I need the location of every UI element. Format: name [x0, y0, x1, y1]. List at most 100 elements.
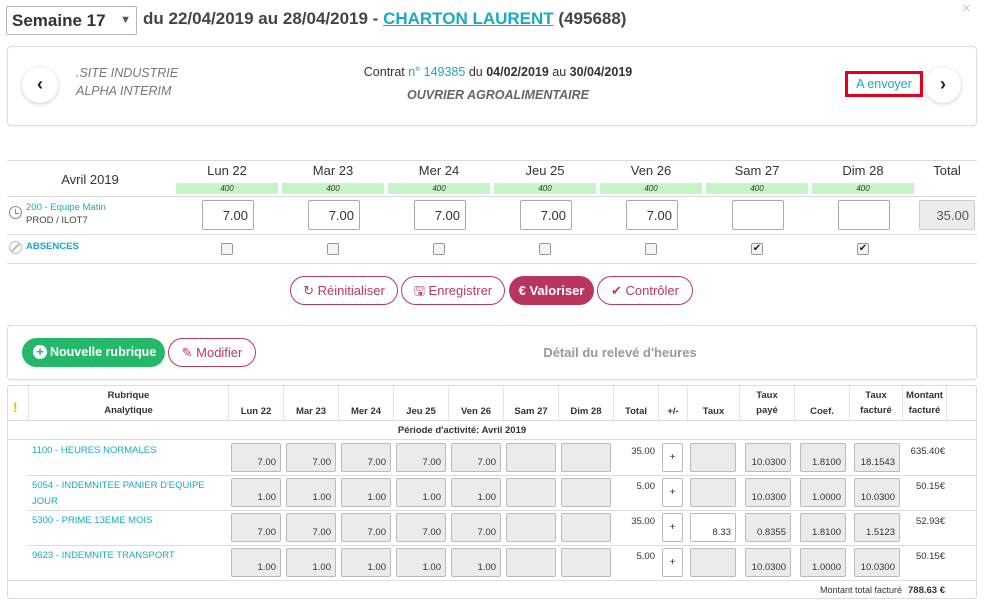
- day-capacity-bar: 400: [282, 183, 384, 194]
- detail-day-cell[interactable]: 7.00: [341, 513, 391, 542]
- day-header: Sam 27: [734, 163, 780, 178]
- detail-day-cell[interactable]: [506, 513, 556, 542]
- col-analytique-label: Analytique: [104, 405, 153, 416]
- plus-minus-button[interactable]: +: [662, 548, 683, 577]
- detail-day-cell[interactable]: 7.00: [341, 443, 391, 472]
- next-contract-button[interactable]: ›: [925, 67, 961, 103]
- rubric-link[interactable]: 1100 - HEURES NORMALES: [32, 445, 157, 456]
- send-status-link[interactable]: A envoyer: [845, 71, 923, 97]
- day-header: Lun 22: [207, 163, 247, 178]
- absence-checkbox-ven[interactable]: [645, 243, 657, 255]
- hours-input-sam[interactable]: [732, 200, 784, 230]
- warning-icon: !: [13, 399, 18, 415]
- detail-day-cell[interactable]: [506, 443, 556, 472]
- detail-day-cell[interactable]: 7.00: [231, 443, 281, 472]
- col-sep: [338, 386, 339, 420]
- detail-taux[interactable]: [690, 443, 736, 472]
- period-label: Période d'activité: Avril 2019: [397, 425, 527, 436]
- detail-day-cell[interactable]: 1.00: [231, 478, 281, 507]
- divider: [8, 420, 976, 421]
- absence-checkbox-sam[interactable]: ✔: [751, 243, 763, 255]
- hours-input-lun[interactable]: 7.00: [202, 200, 254, 230]
- save-button[interactable]: 🖫 Enregistrer: [401, 276, 505, 305]
- team-sub: PROD / ILOT7: [26, 215, 88, 226]
- col-head-pm: +/-: [667, 406, 679, 417]
- detail-taux-facture[interactable]: 1.5123: [854, 513, 900, 542]
- detail-taux-paye[interactable]: 10.0300: [745, 548, 791, 577]
- detail-taux-paye[interactable]: 10.0300: [745, 443, 791, 472]
- hours-input-mer[interactable]: 7.00: [414, 200, 466, 230]
- detail-day-cell[interactable]: 7.00: [286, 443, 336, 472]
- employee-id: (495688): [558, 9, 627, 28]
- check-button[interactable]: ✔ Contrôler: [597, 276, 693, 305]
- total-invoiced-value: 788.63 €: [908, 585, 945, 596]
- detail-day-cell[interactable]: 1.00: [286, 478, 336, 507]
- absence-checkbox-jeu[interactable]: [539, 243, 551, 255]
- detail-day-cell[interactable]: [561, 443, 611, 472]
- absence-checkbox-mer[interactable]: [433, 243, 445, 255]
- detail-day-cell[interactable]: 7.00: [286, 513, 336, 542]
- detail-day-cell[interactable]: [561, 478, 611, 507]
- detail-coef[interactable]: 1.0000: [800, 478, 846, 507]
- absence-checkbox-lun[interactable]: [221, 243, 233, 255]
- detail-day-cell[interactable]: 7.00: [451, 443, 501, 472]
- detail-day-cell[interactable]: 7.00: [231, 513, 281, 542]
- contract-number-link[interactable]: n° 149385: [408, 65, 466, 79]
- plus-minus-button[interactable]: +: [662, 443, 683, 472]
- rubric-link[interactable]: 5300 - PRIME 13EME MOIS: [32, 515, 153, 526]
- absence-checkbox-mar[interactable]: [327, 243, 339, 255]
- modify-button[interactable]: ✎ Modifier: [168, 338, 256, 367]
- reset-button[interactable]: ↻ Réinitialiser: [290, 276, 398, 305]
- detail-day-cell[interactable]: 1.00: [451, 478, 501, 507]
- col-montant-1: Montant: [906, 390, 943, 401]
- detail-day-cell[interactable]: [506, 548, 556, 577]
- divider: [8, 439, 976, 440]
- detail-day-cell[interactable]: 1.00: [396, 478, 446, 507]
- rubric-link[interactable]: 9623 - INDEMNITE TRANSPORT: [32, 550, 175, 561]
- detail-taux[interactable]: [690, 478, 736, 507]
- detail-day-cell[interactable]: 1.00: [341, 478, 391, 507]
- plus-minus-button[interactable]: +: [662, 478, 683, 507]
- detail-day-cell[interactable]: 1.00: [341, 548, 391, 577]
- week-select[interactable]: Semaine 17 ▼: [6, 6, 137, 35]
- detail-taux[interactable]: [690, 548, 736, 577]
- prev-contract-button[interactable]: ‹: [22, 67, 58, 103]
- detail-day-cell[interactable]: 1.00: [451, 548, 501, 577]
- hours-input-jeu[interactable]: 7.00: [520, 200, 572, 230]
- detail-taux-paye[interactable]: 10.0300: [745, 478, 791, 507]
- detail-coef[interactable]: 1.8100: [800, 513, 846, 542]
- rubric-line1: 5054 - INDEMNITEE PANIER D'EQUIPE: [32, 480, 205, 491]
- divider: [28, 510, 976, 511]
- detail-day-cell[interactable]: 7.00: [396, 443, 446, 472]
- detail-coef[interactable]: 1.8100: [800, 443, 846, 472]
- detail-day-cell[interactable]: [506, 478, 556, 507]
- detail-day-cell[interactable]: 7.00: [451, 513, 501, 542]
- absence-checkbox-dim[interactable]: ✔: [857, 243, 869, 255]
- hours-input-dim[interactable]: [838, 200, 890, 230]
- new-rubric-label: Nouvelle rubrique: [50, 345, 157, 359]
- detail-taux-facture[interactable]: 10.0300: [854, 548, 900, 577]
- detail-day-cell[interactable]: [561, 513, 611, 542]
- employee-name-link[interactable]: CHARTON LAURENT: [383, 9, 554, 28]
- detail-day-cell[interactable]: 1.00: [396, 548, 446, 577]
- detail-day-cell[interactable]: [561, 548, 611, 577]
- detail-taux-facture[interactable]: 10.0300: [854, 478, 900, 507]
- detail-day-cell[interactable]: 7.00: [396, 513, 446, 542]
- divider: [7, 160, 977, 161]
- valorize-button[interactable]: € Valoriser: [509, 276, 594, 305]
- plus-minus-button[interactable]: +: [662, 513, 683, 542]
- hours-input-mar[interactable]: 7.00: [308, 200, 360, 230]
- detail-taux-facture[interactable]: 18.1543: [854, 443, 900, 472]
- detail-coef[interactable]: 1.0000: [800, 548, 846, 577]
- close-icon[interactable]: ×: [962, 0, 971, 17]
- detail-taux[interactable]: 8.33: [690, 513, 736, 542]
- detail-day-cell[interactable]: 1.00: [286, 548, 336, 577]
- col-sep: [503, 386, 504, 420]
- hours-input-ven[interactable]: 7.00: [626, 200, 678, 230]
- col-sep: [393, 386, 394, 420]
- detail-taux-paye[interactable]: 0.8355: [745, 513, 791, 542]
- rubric-link[interactable]: 5054 - INDEMNITEE PANIER D'EQUIPE JOUR: [32, 478, 227, 510]
- detail-day-cell[interactable]: 1.00: [231, 548, 281, 577]
- col-head-taux: Taux: [702, 406, 725, 417]
- team-link[interactable]: 200 - Equipe Matin: [26, 202, 106, 213]
